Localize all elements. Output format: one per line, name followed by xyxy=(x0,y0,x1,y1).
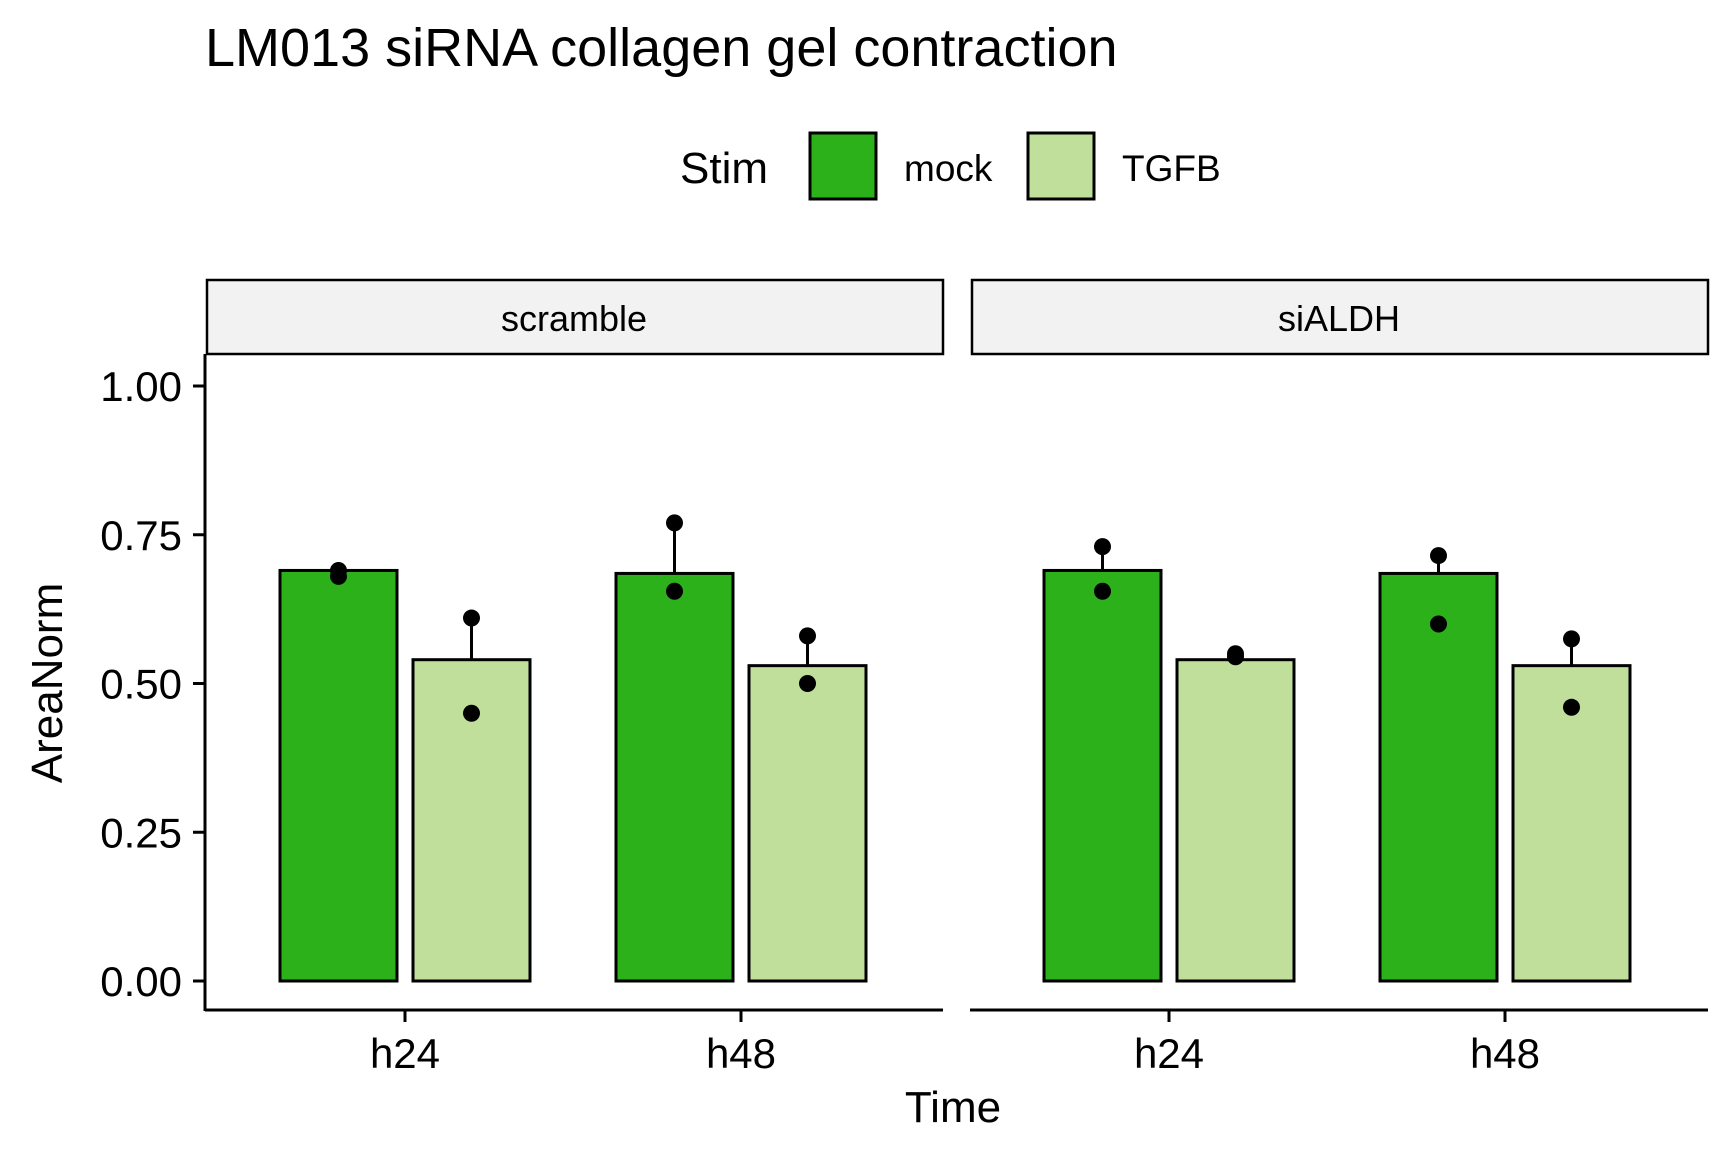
strip-scramble xyxy=(205,278,945,356)
y-tick-label-0.50: 0.50 xyxy=(100,661,182,708)
bar-scramble-h24-mock xyxy=(278,568,399,983)
data-point-sialdh-h24-tgfb-2 xyxy=(1227,648,1244,666)
legend: Stim mock TGFB xyxy=(680,131,1221,201)
x-tick-label-scramble-h48: h48 xyxy=(706,1030,776,1077)
legend-key-mock xyxy=(808,131,878,201)
strip-sialdh xyxy=(970,278,1710,356)
bar-sialdh-h48-mock xyxy=(1378,571,1499,983)
bar-sialdh-h48-tgfb xyxy=(1511,664,1632,983)
x-tick-label-sialdh-h24: h24 xyxy=(1134,1030,1204,1077)
x-axis-title: Time xyxy=(905,1083,1001,1132)
data-point-sialdh-h48-tgfb-2 xyxy=(1563,698,1580,716)
legend-title: Stim xyxy=(680,144,768,193)
y-axis: 0.00 0.25 0.50 0.75 1.00 xyxy=(100,354,207,1011)
data-point-scramble-h48-tgfb-1 xyxy=(799,627,816,645)
y-tick-label-0.00: 0.00 xyxy=(100,958,182,1005)
data-point-sialdh-h48-mock-1 xyxy=(1430,547,1447,565)
data-point-scramble-h24-tgfb-1 xyxy=(463,609,480,627)
legend-label-mock: mock xyxy=(904,148,993,189)
x-tick-label-sialdh-h48: h48 xyxy=(1470,1030,1540,1077)
facet-panel-scramble: scramble h24 h48 xyxy=(205,278,945,1077)
data-point-scramble-h48-mock-1 xyxy=(666,514,683,532)
legend-label-tgfb: TGFB xyxy=(1122,148,1221,189)
data-point-scramble-h48-tgfb-2 xyxy=(799,675,816,692)
y-tick-label-1.00: 1.00 xyxy=(100,363,182,410)
strip-label-scramble: scramble xyxy=(501,298,647,339)
chart-title: LM013 siRNA collagen gel contraction xyxy=(205,18,1118,78)
bar-scramble-h48-mock xyxy=(614,571,735,983)
data-point-sialdh-h48-mock-2 xyxy=(1430,615,1447,633)
facet-panel-sialdh: siALDH h24 h48 xyxy=(970,278,1710,1077)
data-point-sialdh-h48-tgfb-1 xyxy=(1563,630,1580,648)
legend-key-tgfb xyxy=(1026,131,1096,201)
y-tick-label-0.75: 0.75 xyxy=(100,512,182,559)
data-point-scramble-h24-mock-2 xyxy=(330,567,347,585)
strip-label-sialdh: siALDH xyxy=(1278,298,1400,339)
data-point-scramble-h24-tgfb-2 xyxy=(463,704,480,722)
y-axis-title: AreaNorm xyxy=(23,583,72,784)
x-tick-label-scramble-h24: h24 xyxy=(370,1030,440,1077)
y-tick-label-0.25: 0.25 xyxy=(100,809,182,856)
data-point-scramble-h48-mock-2 xyxy=(666,582,683,600)
data-point-sialdh-h24-mock-2 xyxy=(1094,582,1111,600)
bar-sialdh-h24-mock xyxy=(1042,568,1163,983)
data-point-sialdh-h24-mock-1 xyxy=(1094,538,1111,556)
bar-scramble-h48-tgfb xyxy=(747,664,868,983)
bar-sialdh-h24-tgfb xyxy=(1175,658,1296,983)
